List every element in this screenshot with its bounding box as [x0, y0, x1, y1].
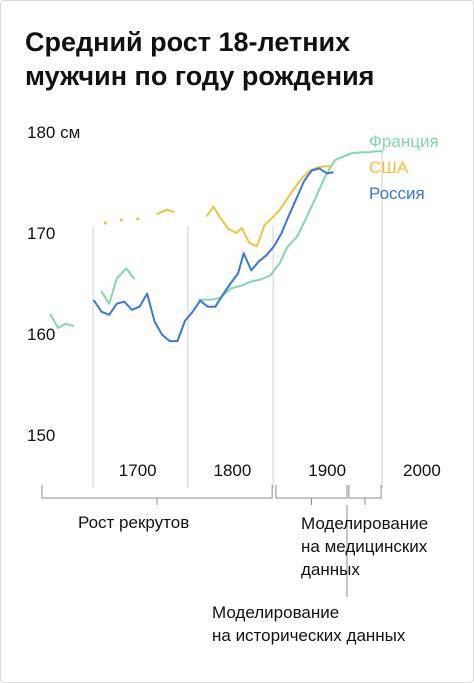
- series-line-1-3: [156, 208, 175, 215]
- series-point-1-0: [103, 221, 108, 225]
- series-line-0-1: [100, 267, 135, 305]
- legend-label-1: США: [369, 158, 409, 177]
- series-point-1-2: [136, 217, 140, 221]
- annotation-medical-line-3: данных: [301, 560, 360, 579]
- bracket-recruits: [41, 485, 273, 505]
- annotation-recruits-text: Рост рекрутов: [78, 513, 190, 532]
- legend-label-2: Россия: [369, 184, 425, 203]
- annotation-historical-line-2: на исторических данных: [212, 626, 406, 645]
- annotation-recruits: Рост рекрутов: [78, 511, 189, 534]
- series-line-0-0: [49, 313, 75, 329]
- x-tick-label-1800: 1800: [214, 461, 252, 480]
- series-line-0-2: [198, 150, 384, 301]
- legend-label-0: Франция: [369, 132, 439, 151]
- x-tick-label-2000: 2000: [403, 461, 441, 480]
- chart-title: Средний рост 18-летних мужчин по году ро…: [25, 27, 375, 91]
- y-tick-label-150: 150: [27, 426, 55, 445]
- annotation-medical-line-1: Моделирование: [301, 514, 429, 533]
- bracket-medical: [348, 485, 382, 505]
- series-line-2-0: [93, 167, 334, 343]
- annotation-historical-line-1: Моделирование: [212, 603, 340, 622]
- annotation-medical: Моделирование на медицинских данных: [301, 512, 428, 581]
- annotation-historical: Моделирование на исторических данных: [212, 601, 405, 647]
- bracket-historical: [275, 485, 348, 505]
- y-tick-label-170: 170: [27, 224, 55, 243]
- series-point-1-1: [119, 218, 124, 222]
- annotation-medical-line-2: на медицинских: [301, 537, 428, 556]
- x-tick-label-1900: 1900: [308, 461, 346, 480]
- x-tick-label-1700: 1700: [119, 461, 157, 480]
- y-tick-label-180: 180 см: [27, 123, 80, 142]
- y-tick-label-160: 160: [27, 325, 55, 344]
